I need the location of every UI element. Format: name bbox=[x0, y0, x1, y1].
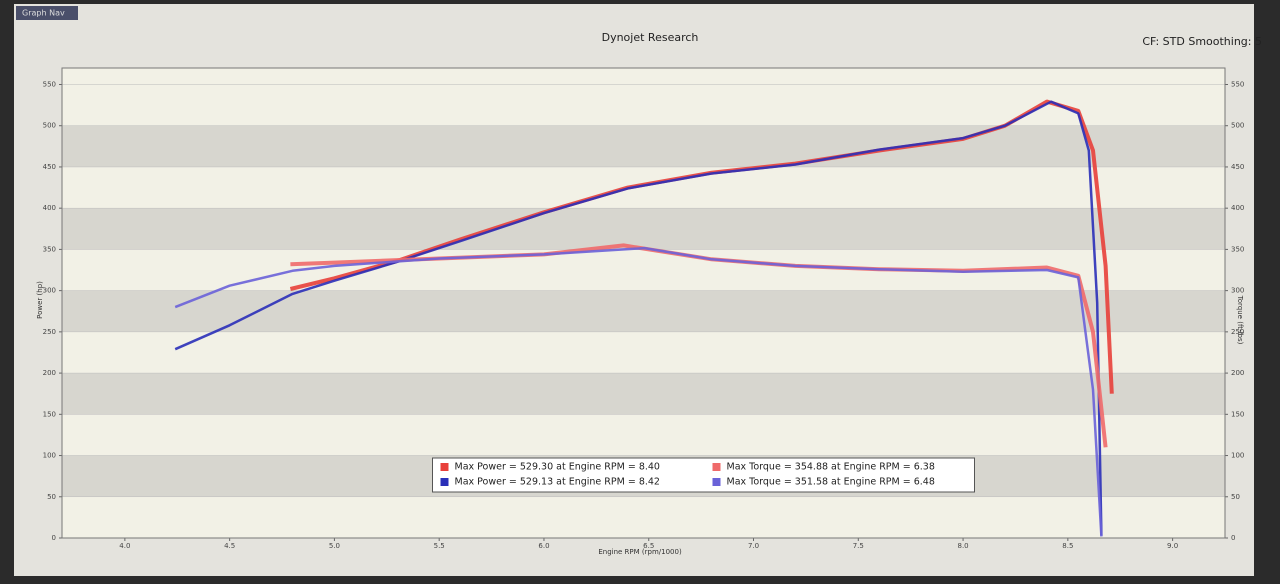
chart-title: Dynojet Research bbox=[602, 31, 699, 44]
y-tick-label: 350 bbox=[43, 245, 56, 253]
grid-band bbox=[62, 373, 1225, 415]
x-tick-label: 9.0 bbox=[1167, 542, 1178, 550]
y2-tick-label: 0 bbox=[1231, 534, 1235, 542]
y-tick-label: 100 bbox=[43, 452, 56, 460]
legend-swatch bbox=[440, 478, 449, 486]
legend-swatch bbox=[440, 463, 449, 471]
tab[interactable] bbox=[16, 6, 78, 20]
y2-tick-label: 150 bbox=[1231, 410, 1244, 418]
y-tick-label: 250 bbox=[43, 328, 56, 336]
y2-tick-label: 50 bbox=[1231, 493, 1240, 501]
grid-band bbox=[62, 290, 1225, 332]
y-tick-label: 150 bbox=[43, 410, 56, 418]
x-axis-label: Engine RPM (rpm/1000) bbox=[598, 548, 682, 556]
x-tick-label: 5.0 bbox=[329, 542, 340, 550]
y-axis-label: Power (hp) bbox=[36, 281, 44, 319]
x-tick-label: 5.5 bbox=[434, 542, 445, 550]
y-tick-label: 400 bbox=[43, 204, 56, 212]
y2-tick-label: 450 bbox=[1231, 163, 1244, 171]
x-tick-label: 8.0 bbox=[957, 542, 968, 550]
x-tick-label: 6.5 bbox=[643, 542, 654, 550]
grid-band bbox=[62, 125, 1225, 167]
x-tick-label: 4.5 bbox=[224, 542, 235, 550]
legend-label: Max Power = 529.30 at Engine RPM = 8.40 bbox=[455, 462, 660, 473]
legend-swatch bbox=[712, 478, 721, 486]
y2-tick-label: 300 bbox=[1231, 287, 1244, 295]
y2-axis-label: Torque (ft-lbs) bbox=[1236, 295, 1244, 345]
x-tick-label: 7.0 bbox=[748, 542, 759, 550]
y2-tick-label: 550 bbox=[1231, 80, 1244, 88]
series-line bbox=[174, 246, 1103, 537]
x-tick-label: 6.0 bbox=[538, 542, 549, 550]
legend bbox=[432, 457, 975, 493]
legend-label: Max Torque = 354.88 at Engine RPM = 6.38 bbox=[727, 462, 935, 473]
y-tick-label: 200 bbox=[43, 369, 56, 377]
y2-tick-label: 500 bbox=[1231, 122, 1244, 130]
chart-subtitle: CF: STD Smoothing: 5 bbox=[1142, 35, 1262, 48]
x-tick-label: 8.5 bbox=[1062, 542, 1073, 550]
x-tick-label: 4.0 bbox=[119, 542, 130, 550]
legend-label: Max Torque = 351.58 at Engine RPM = 6.48 bbox=[727, 477, 935, 488]
y2-tick-label: 400 bbox=[1231, 204, 1244, 212]
legend-swatch bbox=[712, 463, 721, 471]
y-tick-label: 300 bbox=[43, 287, 56, 295]
y-tick-label: 0 bbox=[52, 534, 56, 542]
y-tick-label: 50 bbox=[47, 493, 56, 501]
y2-tick-label: 200 bbox=[1231, 369, 1244, 377]
plot-frame bbox=[61, 67, 1226, 539]
tab-label[interactable]: Graph Nav bbox=[22, 9, 65, 18]
y-tick-label: 450 bbox=[43, 163, 56, 171]
y2-tick-label: 350 bbox=[1231, 245, 1244, 253]
grid-band bbox=[62, 208, 1225, 250]
y2-tick-label: 250 bbox=[1231, 328, 1244, 336]
y-tick-label: 500 bbox=[43, 122, 56, 130]
x-tick-label: 7.5 bbox=[853, 542, 864, 550]
legend-label: Max Power = 529.13 at Engine RPM = 8.42 bbox=[455, 477, 660, 488]
series-line bbox=[174, 100, 1103, 536]
y-tick-label: 550 bbox=[43, 80, 56, 88]
y2-tick-label: 100 bbox=[1231, 452, 1244, 460]
